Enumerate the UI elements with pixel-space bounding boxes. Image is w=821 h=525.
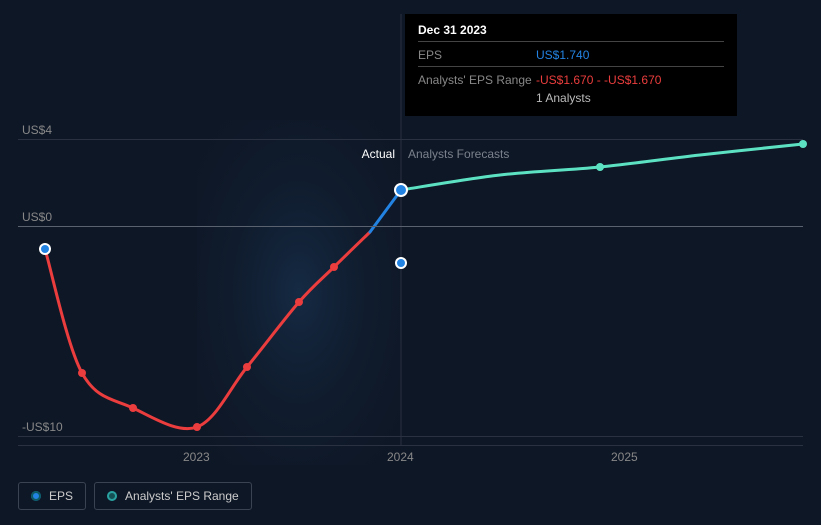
chart-tooltip: Dec 31 2023 EPS US$1.740 Analysts' EPS R… <box>405 14 737 116</box>
xtick-2023: 2023 <box>183 450 210 464</box>
tooltip-eps-value: US$1.740 <box>536 48 589 62</box>
xtick-2024: 2024 <box>387 450 414 464</box>
legend-label-eps: EPS <box>49 489 73 503</box>
tooltip-range-label: Analysts' EPS Range <box>418 73 536 87</box>
tooltip-row-range: Analysts' EPS Range -US$1.670 - -US$1.67… <box>418 71 724 89</box>
tooltip-analyst-count: 1 Analysts <box>536 91 591 105</box>
eps-chart[interactable]: US$4 US$0 -US$10 2023 2024 2025 Actual A… <box>0 0 821 520</box>
gridline-neg10 <box>18 436 803 437</box>
gridline-0 <box>18 226 803 227</box>
gridline-4 <box>18 139 803 140</box>
ytick-label-4: US$4 <box>22 123 52 137</box>
tooltip-range-value: -US$1.670 - -US$1.670 <box>536 73 661 87</box>
legend-item-range[interactable]: Analysts' EPS Range <box>94 482 252 510</box>
legend-item-eps[interactable]: EPS <box>18 482 86 510</box>
tooltip-eps-label: EPS <box>418 48 536 62</box>
tooltip-row-eps: EPS US$1.740 <box>418 46 724 67</box>
legend-marker-range <box>107 491 117 501</box>
xtick-2025: 2025 <box>611 450 638 464</box>
tooltip-range-high: -US$1.670 <box>604 73 661 87</box>
legend: EPS Analysts' EPS Range <box>18 482 252 510</box>
tooltip-footer-spacer <box>418 91 536 105</box>
tooltip-range-low: -US$1.670 <box>536 73 593 87</box>
x-axis-baseline <box>18 445 803 446</box>
label-forecast: Analysts Forecasts <box>408 147 509 161</box>
tooltip-footer: 1 Analysts <box>418 89 724 107</box>
legend-label-range: Analysts' EPS Range <box>125 489 239 503</box>
tooltip-date: Dec 31 2023 <box>418 23 724 42</box>
ytick-label-0: US$0 <box>22 210 52 224</box>
tooltip-range-sep: - <box>593 73 604 87</box>
legend-marker-eps <box>31 491 41 501</box>
label-actual: Actual <box>362 147 395 161</box>
ytick-label-neg10: -US$10 <box>22 420 63 434</box>
